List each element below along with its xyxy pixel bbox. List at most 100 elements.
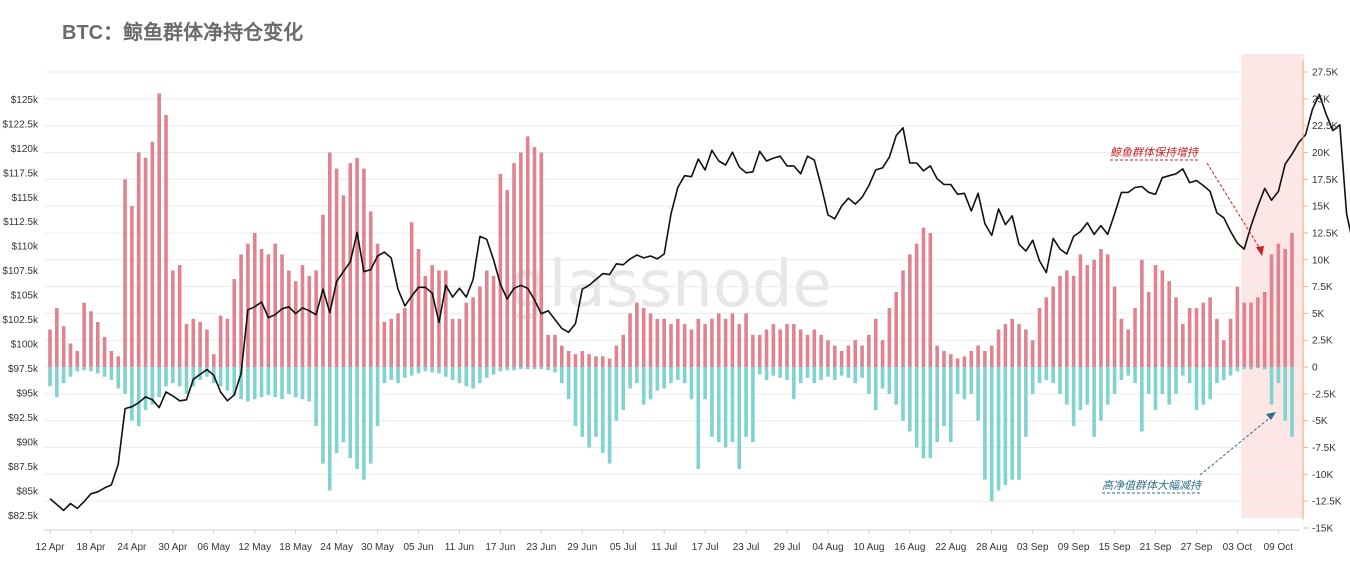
bar-positive bbox=[409, 222, 414, 368]
right-tick-label: -7.5K bbox=[1312, 443, 1336, 454]
bar-negative bbox=[594, 367, 598, 437]
bar-negative bbox=[409, 367, 414, 376]
bar-negative bbox=[1262, 367, 1267, 370]
bar-negative bbox=[1201, 367, 1206, 405]
bar-negative bbox=[164, 367, 168, 387]
bar-negative bbox=[539, 367, 544, 370]
bar-negative bbox=[600, 367, 605, 453]
bar-positive bbox=[123, 179, 127, 368]
bar-positive bbox=[1112, 286, 1117, 368]
bar-negative bbox=[751, 367, 755, 443]
bar-negative bbox=[989, 367, 994, 502]
bar-negative bbox=[901, 367, 905, 421]
bar-negative bbox=[1133, 367, 1137, 384]
x-tick-label: 05 Jul bbox=[610, 542, 637, 553]
bar-negative bbox=[143, 367, 148, 410]
bar-negative bbox=[703, 367, 707, 400]
bar-negative bbox=[792, 367, 796, 400]
x-tick-label: 27 Sep bbox=[1181, 542, 1213, 553]
bar-negative bbox=[484, 367, 489, 378]
bar-negative bbox=[314, 367, 318, 427]
bar-positive bbox=[921, 227, 926, 368]
bar-negative bbox=[218, 367, 223, 387]
bar-negative bbox=[525, 367, 530, 370]
bar-positive bbox=[89, 311, 93, 368]
bar-positive bbox=[471, 297, 475, 368]
bar-positive bbox=[983, 350, 987, 368]
x-tick-label: 15 Sep bbox=[1099, 542, 1131, 553]
bar-negative bbox=[730, 367, 735, 443]
bar-positive bbox=[757, 334, 762, 368]
bar-negative bbox=[1058, 367, 1062, 394]
bar-positive bbox=[1071, 275, 1076, 368]
gridlines bbox=[44, 71, 1300, 502]
bar-positive bbox=[560, 345, 564, 368]
bar-negative bbox=[853, 367, 858, 384]
bar-negative bbox=[55, 367, 59, 398]
price-line bbox=[49, 93, 1350, 512]
bar-negative bbox=[519, 367, 523, 370]
bar-positive bbox=[450, 318, 455, 368]
bar-negative bbox=[648, 367, 653, 400]
bar-negative bbox=[1065, 367, 1069, 405]
bar-positive bbox=[1283, 249, 1287, 368]
bar-negative bbox=[1249, 367, 1253, 370]
x-axis: 12 Apr 18 Apr 24 Apr 30 Apr 06 May 12 May 18 M… bbox=[36, 529, 1300, 553]
bar-negative bbox=[75, 367, 80, 372]
bar-positive bbox=[914, 243, 919, 368]
bar-positive bbox=[778, 329, 782, 368]
left-tick-label: $87.5k bbox=[8, 462, 39, 473]
bar-positive bbox=[628, 313, 632, 368]
bar-negative bbox=[614, 367, 619, 421]
bar-positive bbox=[375, 243, 380, 368]
bar-negative bbox=[1017, 367, 1021, 480]
bar-negative bbox=[1112, 367, 1117, 394]
bar-positive bbox=[334, 168, 339, 368]
bar-positive bbox=[430, 265, 434, 368]
x-tick-label: 24 Apr bbox=[117, 542, 147, 553]
bar-negative bbox=[293, 367, 298, 398]
bar-negative bbox=[1140, 367, 1144, 432]
bar-negative bbox=[368, 367, 373, 464]
bar-negative bbox=[771, 367, 776, 376]
bar-negative bbox=[157, 367, 161, 398]
bar-negative bbox=[136, 367, 141, 427]
bar-positive bbox=[157, 93, 161, 368]
bar-positive bbox=[669, 324, 673, 368]
bar-positive bbox=[1085, 265, 1090, 368]
bar-positive bbox=[491, 275, 496, 368]
bar-negative bbox=[457, 367, 462, 384]
bar-negative bbox=[423, 367, 428, 372]
bar-negative bbox=[764, 367, 769, 380]
bar-positive bbox=[1167, 281, 1171, 368]
bar-negative bbox=[628, 367, 632, 389]
bar-negative bbox=[505, 367, 510, 371]
bar-negative bbox=[819, 367, 823, 380]
bar-negative bbox=[1160, 367, 1165, 394]
bar-positive bbox=[314, 270, 318, 368]
bar-positive bbox=[1133, 308, 1137, 368]
right-tick-label: -15K bbox=[1312, 524, 1333, 535]
bar-positive bbox=[676, 318, 680, 368]
bar-negative bbox=[867, 367, 871, 394]
x-tick-label: 29 Jun bbox=[567, 542, 597, 553]
bar-positive bbox=[614, 345, 619, 368]
right-tick-label: 22.5K bbox=[1312, 121, 1338, 132]
bar-positive bbox=[109, 350, 114, 368]
bar-positive bbox=[826, 340, 830, 368]
bar-positive bbox=[307, 275, 312, 368]
bar-positive bbox=[1126, 329, 1131, 368]
bar-negative bbox=[996, 367, 1001, 491]
bar-positive bbox=[327, 152, 332, 368]
bar-positive bbox=[867, 334, 871, 368]
bar-positive bbox=[955, 358, 960, 368]
bar-positive bbox=[1262, 291, 1267, 368]
bar-negative bbox=[362, 367, 366, 480]
left-axis: $82.5k $85k $87.5k $90k $92.5k $95k $97.5k $100… bbox=[2, 95, 39, 522]
right-tick-label: 5K bbox=[1312, 309, 1325, 320]
bar-positive bbox=[894, 291, 898, 368]
annotation-reduce-arrowhead bbox=[1266, 412, 1276, 420]
bar-positive bbox=[198, 321, 202, 368]
bar-negative bbox=[1037, 367, 1042, 384]
